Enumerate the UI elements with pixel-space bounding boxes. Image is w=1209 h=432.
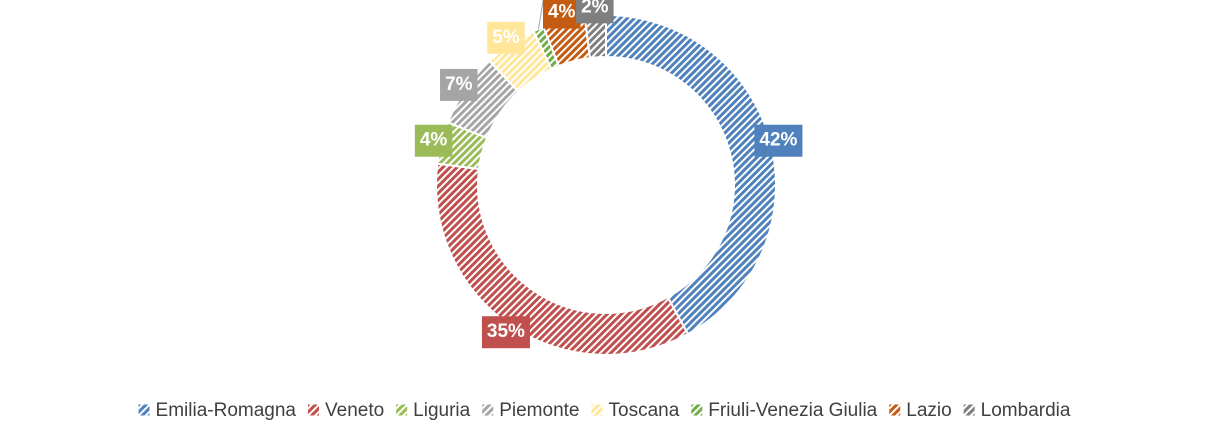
- legend-label: Toscana: [609, 400, 680, 421]
- data-label: 5%: [492, 27, 520, 48]
- legend-swatch: [482, 404, 494, 416]
- legend-label: Veneto: [325, 400, 384, 421]
- legend-item: Emilia-Romagna: [138, 400, 297, 421]
- legend-item: Liguria: [396, 400, 471, 421]
- legend-item: Piemonte: [482, 400, 580, 421]
- slice: [435, 162, 690, 356]
- data-label: 7%: [445, 74, 473, 95]
- legend-swatch: [691, 404, 703, 416]
- legend-swatch: [963, 404, 975, 416]
- data-label-box: [481, 316, 530, 349]
- data-label-box: [414, 124, 453, 157]
- data-label-box: [542, 0, 581, 29]
- data-label: 42%: [759, 130, 797, 151]
- legend-swatch: [138, 404, 150, 416]
- data-label: 4%: [420, 130, 448, 151]
- slice: [605, 13, 777, 336]
- data-label-box: [576, 0, 614, 24]
- legend-label: Lombardia: [981, 400, 1071, 421]
- legend-swatch: [889, 404, 901, 416]
- legend-swatch: [591, 404, 603, 416]
- data-label-box: [487, 21, 525, 54]
- legend-item: Veneto: [308, 400, 384, 421]
- legend-label: Friuli-Venezia Giulia: [708, 400, 877, 421]
- leader-line: [537, 0, 544, 30]
- data-label-box: [754, 124, 803, 157]
- legend-swatch: [396, 404, 408, 416]
- legend-item: Friuli-Venezia Giulia: [691, 400, 878, 421]
- data-label-box: [440, 68, 478, 101]
- legend-label: Liguria: [413, 400, 470, 421]
- data-label: 35%: [487, 321, 525, 342]
- legend-item: Lazio: [889, 400, 952, 421]
- legend-swatch: [308, 404, 319, 416]
- legend-item: Toscana: [591, 400, 680, 421]
- legend-label: Emilia-Romagna: [156, 400, 297, 421]
- data-label: 2%: [581, 0, 609, 17]
- legend-item: Lombardia: [963, 400, 1071, 421]
- legend-label: Piemonte: [499, 400, 579, 421]
- legend-label: Lazio: [906, 400, 951, 421]
- data-label: 4%: [548, 2, 576, 23]
